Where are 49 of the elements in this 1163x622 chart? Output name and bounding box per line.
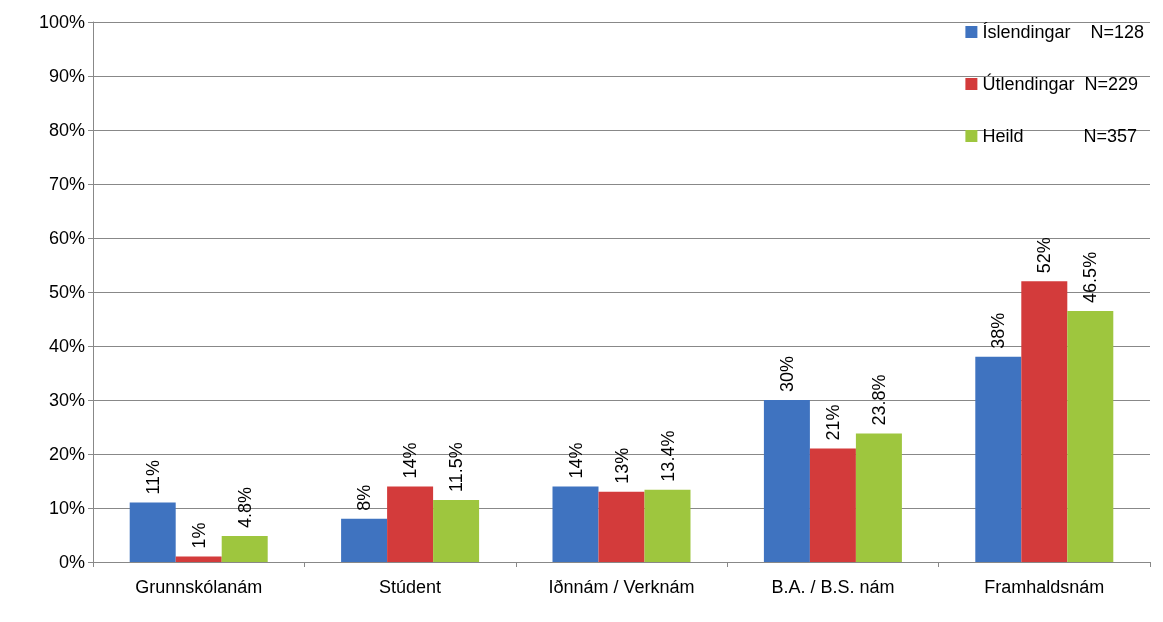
data-label: 38% xyxy=(988,312,1009,349)
legend-label: Heild N=357 xyxy=(982,126,1137,146)
data-label: 23.8% xyxy=(868,374,889,426)
y-tick-label: 90% xyxy=(48,66,85,86)
x-tick-label: B.A. / B.S. nám xyxy=(771,577,895,597)
bar xyxy=(1067,310,1114,562)
data-label: 52% xyxy=(1034,237,1055,274)
y-tick-label: 10% xyxy=(48,498,85,518)
data-label: 21% xyxy=(822,404,843,441)
bar xyxy=(598,491,645,562)
bar xyxy=(552,486,599,562)
bar xyxy=(644,489,691,562)
bar xyxy=(433,499,480,562)
bar xyxy=(1021,281,1068,562)
data-label: 13.4% xyxy=(657,430,678,482)
y-tick-label: 0% xyxy=(58,552,85,572)
bar xyxy=(175,556,222,562)
data-label: 11% xyxy=(142,459,163,495)
bar xyxy=(855,433,902,562)
x-tick-label: Iðnnám / Verknám xyxy=(548,577,695,597)
data-label: 8% xyxy=(354,484,375,511)
y-tick-label: 60% xyxy=(48,228,85,248)
y-tick-label: 30% xyxy=(48,390,85,410)
bar xyxy=(221,536,268,562)
bar xyxy=(341,518,388,562)
y-tick-label: 80% xyxy=(48,120,85,140)
y-tick-label: 70% xyxy=(48,174,85,194)
data-label: 11.5% xyxy=(446,442,467,492)
y-tick-label: 100% xyxy=(38,12,85,32)
x-tick-label: Stúdent xyxy=(379,577,442,597)
bar xyxy=(975,356,1022,562)
data-label: 46.5% xyxy=(1080,251,1101,303)
x-tick-label: Framhaldsnám xyxy=(984,577,1105,597)
data-label: 13% xyxy=(611,447,632,484)
y-tick-label: 40% xyxy=(48,336,85,356)
data-label: 30% xyxy=(776,355,797,392)
data-label: 4.8% xyxy=(234,487,255,529)
bar xyxy=(763,400,810,562)
bar xyxy=(809,448,856,562)
y-tick-label: 50% xyxy=(48,282,85,302)
data-label: 14% xyxy=(400,442,421,479)
legend-label: Íslendingar N=128 xyxy=(982,22,1144,42)
data-label: 1% xyxy=(188,522,209,549)
y-tick-label: 20% xyxy=(48,444,85,464)
x-tick-label: Grunnskólanám xyxy=(135,577,263,597)
bar xyxy=(129,502,176,562)
bar xyxy=(387,486,434,562)
legend-label: Útlendingar N=229 xyxy=(982,73,1138,94)
data-label: 14% xyxy=(565,442,586,479)
